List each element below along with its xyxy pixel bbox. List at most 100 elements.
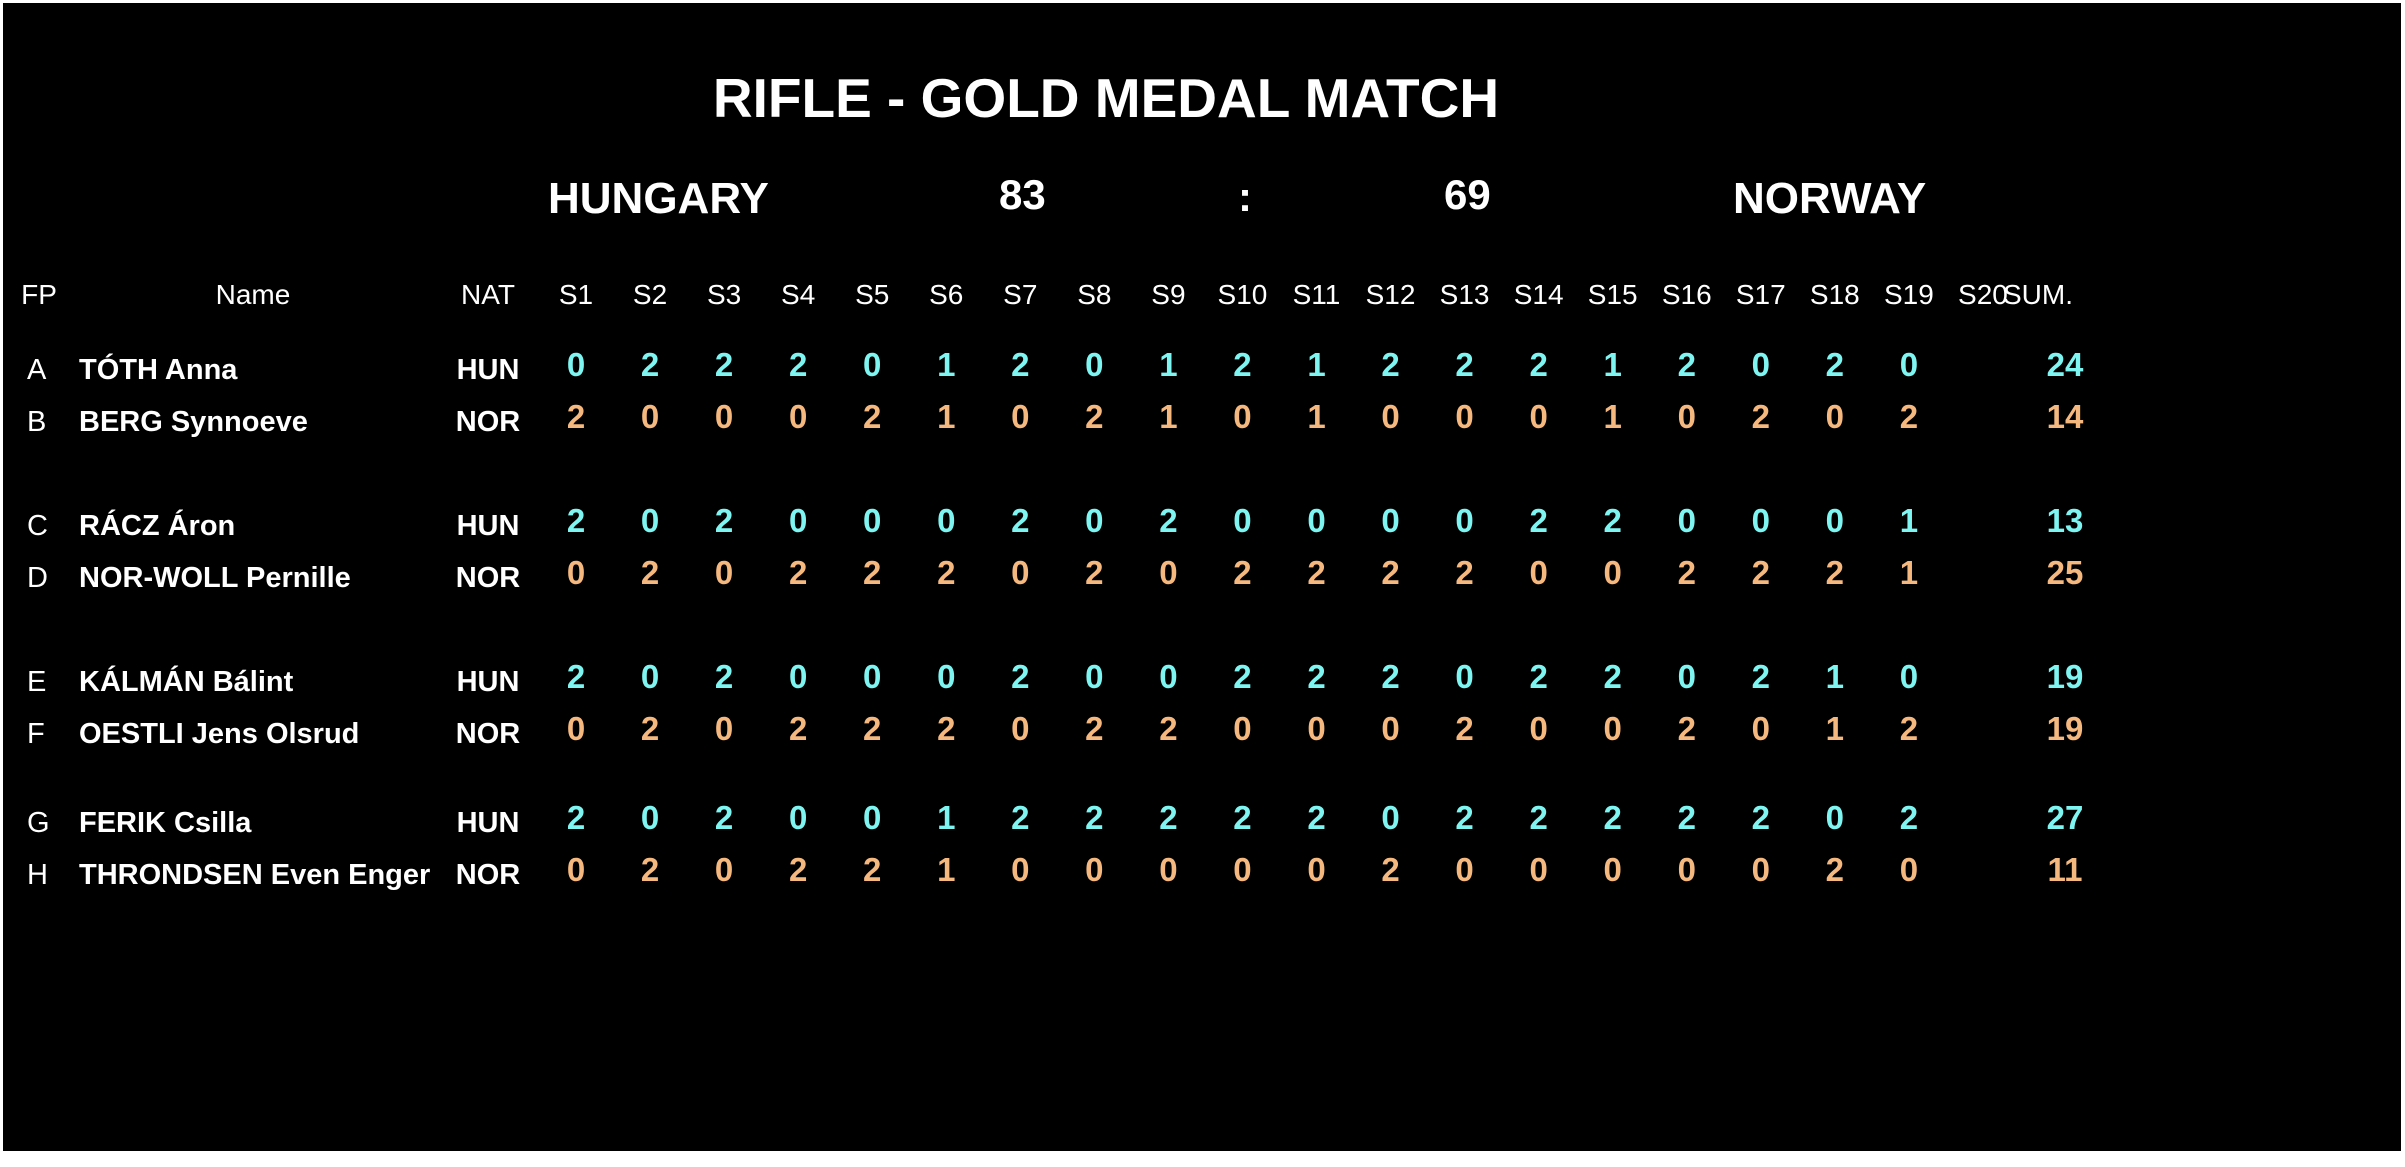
col-header-series: S11 bbox=[1292, 279, 1341, 310]
team-right-score: 69 bbox=[1444, 171, 1491, 218]
series-score: 0 bbox=[566, 710, 586, 747]
firing-point: D bbox=[27, 562, 48, 594]
series-score: 0 bbox=[1529, 710, 1548, 747]
series-score: 2 bbox=[1603, 658, 1622, 695]
series-score: 0 bbox=[1455, 502, 1474, 539]
series-score: 0 bbox=[1899, 851, 1919, 888]
total-score: 19 bbox=[2046, 710, 2084, 747]
series-score: 0 bbox=[1085, 502, 1104, 539]
col-header-series: S4 bbox=[781, 279, 816, 310]
series-score: 2 bbox=[1529, 658, 1548, 695]
series-score: 2 bbox=[1825, 851, 1845, 888]
series-score: 2 bbox=[1677, 799, 1696, 836]
total-score: 13 bbox=[2046, 502, 2084, 539]
series-score: 1 bbox=[937, 346, 956, 383]
col-header-series: S13 bbox=[1439, 279, 1490, 310]
series-score: 0 bbox=[1529, 851, 1548, 888]
series-score: 2 bbox=[640, 851, 660, 888]
col-header-series: S6 bbox=[929, 279, 964, 310]
series-score: 0 bbox=[714, 398, 734, 435]
series-score: 2 bbox=[714, 346, 734, 383]
firing-point: H bbox=[27, 859, 48, 891]
series-score: 0 bbox=[1603, 710, 1622, 747]
series-score: 2 bbox=[714, 799, 734, 836]
athlete-name: BERG Synnoeve bbox=[79, 406, 308, 438]
series-score: 0 bbox=[1011, 554, 1030, 591]
series-score: 2 bbox=[1529, 346, 1548, 383]
series-score: 2 bbox=[1455, 799, 1474, 836]
athlete-name: RÁCZ Áron bbox=[79, 510, 236, 542]
series-score: 2 bbox=[1751, 658, 1770, 695]
firing-point: G bbox=[27, 807, 50, 839]
series-score: 0 bbox=[640, 658, 660, 695]
series-score: 0 bbox=[566, 554, 586, 591]
col-header-series: S14 bbox=[1513, 279, 1564, 310]
col-header-series: S16 bbox=[1661, 279, 1712, 310]
series-score: 1 bbox=[937, 799, 956, 836]
series-score: 2 bbox=[1529, 502, 1548, 539]
series-score: 0 bbox=[788, 799, 808, 836]
series-score: 0 bbox=[1603, 851, 1622, 888]
total-score: 27 bbox=[2046, 799, 2084, 836]
series-score: 0 bbox=[1455, 851, 1474, 888]
series-score: 2 bbox=[1751, 799, 1770, 836]
series-score: 0 bbox=[1825, 398, 1845, 435]
series-score: 0 bbox=[1825, 502, 1845, 539]
page-title: RIFLE - GOLD MEDAL MATCH bbox=[712, 67, 1500, 129]
series-score: 2 bbox=[1233, 554, 1252, 591]
series-score: 0 bbox=[1381, 799, 1400, 836]
series-score: 2 bbox=[1381, 851, 1400, 888]
series-score: 2 bbox=[1677, 346, 1696, 383]
series-score: 2 bbox=[1455, 554, 1474, 591]
series-score: 2 bbox=[566, 502, 586, 539]
athlete-name: KÁLMÁN Bálint bbox=[79, 666, 294, 698]
nation-code: NOR bbox=[455, 859, 521, 891]
series-score: 2 bbox=[566, 799, 586, 836]
series-score: 2 bbox=[1455, 346, 1474, 383]
series-score: 2 bbox=[863, 554, 882, 591]
series-score: 2 bbox=[863, 710, 882, 747]
series-score: 2 bbox=[640, 554, 660, 591]
series-score: 0 bbox=[714, 851, 734, 888]
series-score: 0 bbox=[1233, 502, 1252, 539]
series-score: 0 bbox=[1825, 799, 1845, 836]
col-header-fp: FP bbox=[21, 279, 57, 310]
series-score: 0 bbox=[788, 658, 808, 695]
series-score: 0 bbox=[863, 502, 882, 539]
series-score: 1 bbox=[1899, 502, 1919, 539]
series-score: 1 bbox=[1825, 658, 1845, 695]
series-score: 0 bbox=[863, 799, 882, 836]
series-score: 0 bbox=[1011, 398, 1030, 435]
nation-code: HUN bbox=[456, 666, 520, 698]
series-score: 2 bbox=[1751, 398, 1770, 435]
series-score: 1 bbox=[937, 398, 956, 435]
series-score: 0 bbox=[1381, 710, 1400, 747]
series-score: 2 bbox=[937, 710, 956, 747]
col-header-series: S10 bbox=[1217, 279, 1268, 310]
series-score: 2 bbox=[937, 554, 956, 591]
series-score: 0 bbox=[640, 502, 660, 539]
series-score: 2 bbox=[1085, 710, 1104, 747]
col-header-series: S2 bbox=[632, 279, 668, 310]
score-separator: : bbox=[1238, 173, 1252, 220]
series-score: 1 bbox=[937, 851, 956, 888]
series-score: 0 bbox=[1751, 710, 1770, 747]
series-score: 0 bbox=[1455, 658, 1474, 695]
series-score: 2 bbox=[1677, 554, 1696, 591]
series-score: 1 bbox=[1159, 398, 1178, 435]
series-score: 0 bbox=[1307, 502, 1326, 539]
series-score: 2 bbox=[640, 346, 660, 383]
series-score: 2 bbox=[640, 710, 660, 747]
series-score: 0 bbox=[1233, 398, 1252, 435]
series-score: 2 bbox=[1899, 799, 1919, 836]
series-score: 0 bbox=[1085, 658, 1104, 695]
series-score: 0 bbox=[1899, 658, 1919, 695]
team-left-score: 83 bbox=[999, 171, 1046, 218]
series-score: 0 bbox=[640, 799, 660, 836]
series-score: 0 bbox=[1677, 851, 1696, 888]
firing-point: E bbox=[27, 666, 47, 698]
series-score: 1 bbox=[1307, 398, 1326, 435]
series-score: 0 bbox=[714, 710, 734, 747]
series-score: 2 bbox=[714, 502, 734, 539]
series-score: 2 bbox=[1899, 398, 1919, 435]
